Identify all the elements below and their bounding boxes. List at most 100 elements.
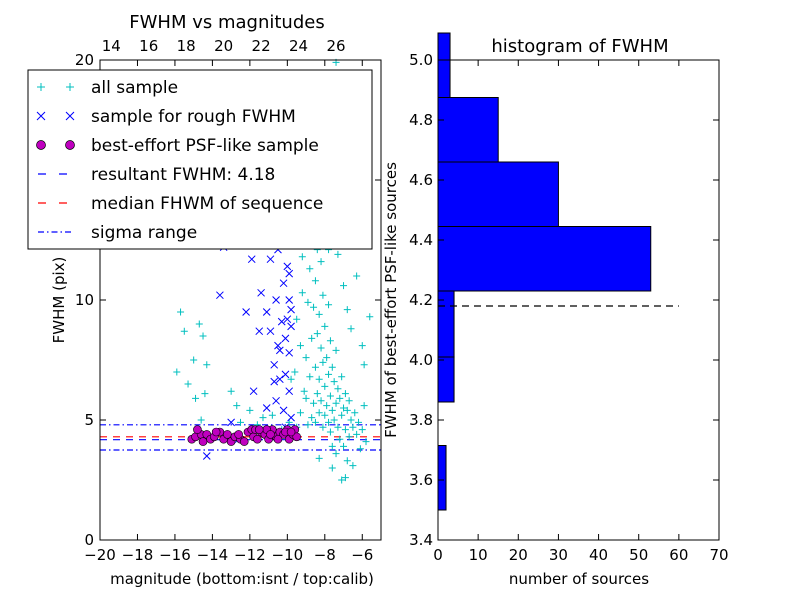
series-2-point-3 [198,437,208,446]
series-0-point-75 [332,346,340,354]
series-0-point-91 [345,433,353,441]
series-0-point-8 [201,390,209,398]
series-0-point-119 [347,325,355,333]
series-0-point-54 [317,397,325,405]
series-0-point-21 [287,375,295,383]
legend-item-4: median FHWM of sequence [38,194,323,214]
legend-label: all sample [91,78,178,98]
series-0-point-58 [321,322,329,330]
series-1-point-15 [281,334,290,343]
series-1-point-29 [287,413,295,422]
series-0-point-30 [302,394,310,402]
series-0-point-72 [328,442,336,450]
series-0-point-25 [296,342,304,350]
series-1-point-9 [262,308,271,316]
series-0-point-68 [326,392,334,400]
series-0-point-10 [197,416,205,424]
scatter-ytick-label-2: 10 [75,291,94,309]
histogram-xtick-label-4: 40 [589,546,608,564]
series-1-point-3 [216,291,224,300]
series-0-point-105 [315,454,323,462]
series-1-point-18 [287,305,295,314]
series-0-point-118 [358,342,366,350]
series-0-point-89 [343,457,351,465]
scatter-legend: all sample sample for rough FWHM best-effo… [27,69,373,250]
scatter-top-tick-label-3: 20 [214,37,233,55]
histogram-y-ticks: 3.4 3.6 3.8 4.0 4.2 4.4 4.6 4.8 5.0 [409,51,719,549]
legend-marker [36,140,46,150]
legend-label: median FHWM of sequence [91,194,323,214]
series-1-point-22 [281,370,290,379]
series-0-point-22 [291,368,299,376]
series-1-point-25 [283,262,292,271]
series-0-point-117 [366,313,374,321]
series-0-point-86 [341,390,349,398]
series-0-point-34 [306,373,314,381]
histogram-ytick-label-7: 4.8 [409,111,433,129]
series-1-point-28 [272,396,280,405]
scatter-top-ticks: 14 16 18 20 22 24 26 [102,37,346,55]
series-0-point-63 [323,402,331,410]
scatter-top-tick-label-0: 14 [102,37,121,55]
histogram-bar-8 [437,32,451,98]
series-0-point-74 [330,416,338,424]
series-0-point-97 [355,418,363,426]
series-0-point-43 [311,363,319,371]
series-1-point-14 [275,375,284,384]
series-0-point-130 [298,253,306,261]
series-2-point-35 [234,430,243,439]
scatter-ytick-label-1: 5 [84,411,94,429]
series-0-point-13 [233,402,241,410]
series-0-point-27 [298,289,306,297]
series-1-point-10 [266,327,275,336]
scatter-y-label: FWHM (pix) [50,257,68,344]
series-0-point-12 [227,387,235,395]
scatter-xtick-label-0: −20 [84,546,116,564]
scatter-panel: −20 −18 −16 −14 −12 −10 −8 −6 14 16 18 20 22 24 26 0 5… [27,12,382,588]
series-0-point-98 [356,445,364,453]
series-0-point-39 [310,303,318,311]
series-0-point-90 [345,397,353,405]
histogram-title: histogram of FWHM [491,36,668,57]
series-0-point-125 [334,250,342,258]
histogram-ytick-label-8: 5.0 [409,51,433,69]
series-0-point-47 [313,390,321,398]
series-2-point-29 [292,432,302,442]
series-1-point-27 [279,406,288,415]
histogram-ytick-label-3: 4.0 [409,351,433,369]
scatter-x-ticks: −20 −18 −16 −14 −12 −10 −8 −6 [84,60,373,564]
series-1-point-6 [247,255,256,264]
series-0-point-40 [310,399,318,407]
series-0-point-31 [304,298,312,306]
series-0-point-50 [315,375,323,383]
series-1-point-30 [262,404,271,412]
series-0-point-18 [268,411,276,419]
histogram-ytick-label-5: 4.4 [409,231,433,249]
series-0-point-102 [341,474,349,482]
series-1-point-39 [285,269,294,278]
legend-marker [66,83,74,91]
series-0-point-121 [353,272,361,280]
series-0-point-71 [328,406,336,414]
legend-item-3: resultant FWHM: 4.18 [38,165,275,185]
histogram-bar-6 [437,161,559,227]
scatter-xtick-label-5: −10 [272,546,304,564]
series-0-point-5 [192,394,200,402]
series-0-point-33 [306,265,314,273]
series-0-point-53 [317,344,325,352]
series-2-point-38 [254,425,264,434]
legend-item-1: sample for rough FWHM [36,107,296,127]
series-1-point-35 [242,308,250,316]
histogram-bars [437,32,652,511]
series-0-point-120 [360,361,368,369]
series-0-point-49 [315,310,323,318]
series-1-point-19 [270,360,279,369]
histogram-x-label: number of sources [509,570,649,588]
series-1-point-12 [274,341,282,350]
series-0-point-100 [360,402,368,410]
series-0-point-28 [300,387,308,395]
series-0-point-99 [358,426,366,434]
series-1-point-31 [270,377,279,386]
legend-box [27,69,373,250]
